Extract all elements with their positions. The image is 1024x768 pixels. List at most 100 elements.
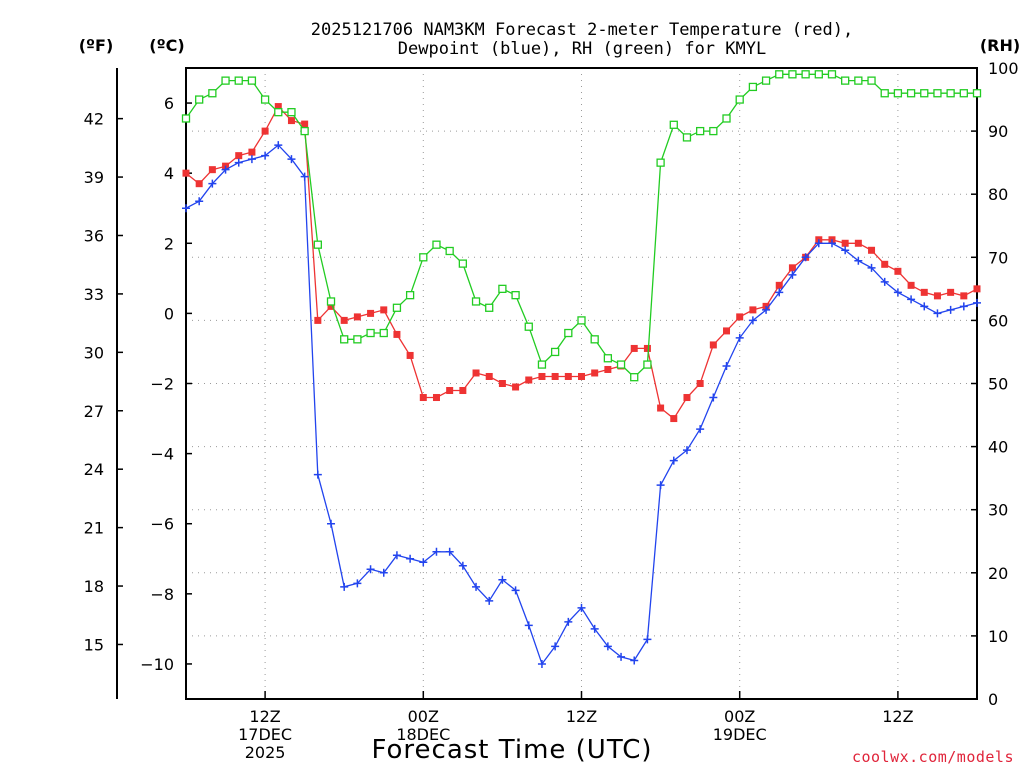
rh-point <box>537 360 547 369</box>
rh-tick-label: 0 <box>988 690 998 709</box>
dewpoint-point <box>340 582 349 591</box>
dewpoint-point <box>788 270 797 279</box>
rh-point <box>208 89 217 98</box>
x-tick-label: 2025 <box>245 743 286 762</box>
fahrenheit-tick-label: 24 <box>84 460 104 479</box>
fahrenheit-tick-label: 18 <box>84 577 104 596</box>
dewpoint-point <box>313 470 322 479</box>
x-tick-label: 18DEC <box>396 725 450 744</box>
2-meter-temperature-point <box>472 369 480 377</box>
dewpoint-point <box>511 586 520 595</box>
2-meter-temperature-point <box>235 152 243 160</box>
2-meter-temperature-point <box>788 264 796 272</box>
dewpoint-point <box>366 565 375 574</box>
rh-point <box>735 95 744 104</box>
rh-point <box>274 108 283 117</box>
dewpoint-point <box>827 239 836 248</box>
dewpoint-point <box>603 642 612 651</box>
2-meter-temperature-point <box>604 365 612 373</box>
rh-point <box>485 303 494 312</box>
celsius-unit-label: (ºC) <box>149 36 184 55</box>
rh-point <box>972 89 982 98</box>
rh-point <box>893 89 903 98</box>
rh-point <box>405 291 415 300</box>
fahrenheit-tick-label: 15 <box>84 635 104 654</box>
dewpoint-point <box>406 554 415 563</box>
rh-point <box>300 126 309 136</box>
2-meter-temperature-point <box>933 292 941 300</box>
chart-title-line-2: Dewpoint (blue), RH (green) for KMYL <box>398 39 766 59</box>
2-meter-temperature-point <box>696 380 704 387</box>
fahrenheit-tick-label: 21 <box>84 519 104 538</box>
rh-line <box>185 73 977 379</box>
credit-text: coolwx.com/models <box>852 748 1014 766</box>
rh-point <box>788 70 797 79</box>
2-meter-temperature-point <box>327 302 335 310</box>
rh-point <box>959 89 968 98</box>
dewpoint-point <box>419 558 428 567</box>
dewpoint-point <box>709 393 718 402</box>
dewpoint-point <box>287 155 296 164</box>
2-meter-temperature-point <box>287 117 295 125</box>
2-meter-temperature-point <box>630 344 638 352</box>
rh-point <box>669 120 678 129</box>
rh-point <box>906 89 916 98</box>
2-meter-temperature-point <box>340 316 348 324</box>
celsius-tick-label: −4 <box>150 445 174 464</box>
2-meter-temperature-point <box>182 169 190 177</box>
dewpoint-point <box>590 624 599 633</box>
rh-point <box>603 354 613 363</box>
2-meter-temperature-point <box>512 383 520 391</box>
2-meter-temperature-point <box>261 127 269 135</box>
dewpoint-point <box>854 256 863 265</box>
2-meter-temperature-point <box>406 351 414 359</box>
2-meter-temperature-point <box>841 239 849 247</box>
dewpoint-point <box>551 642 560 651</box>
2-meter-temperature-point <box>195 180 203 188</box>
rh-point <box>524 322 533 331</box>
celsius-tick-label: 2 <box>164 234 174 253</box>
dewpoint-point <box>643 635 652 644</box>
dewpoint-point <box>577 603 586 612</box>
dewpoint-point <box>748 316 757 325</box>
dewpoint-point <box>841 246 850 255</box>
2-meter-temperature-point <box>498 380 506 387</box>
rh-point <box>643 360 652 369</box>
2-meter-temperature-point <box>854 239 862 247</box>
dewpoint-point <box>195 197 204 206</box>
dewpoint-point <box>762 305 771 314</box>
dewpoint-point <box>814 239 823 248</box>
2-meter-temperature-point <box>657 404 665 412</box>
fahrenheit-unit-label: (ºF) <box>79 36 114 55</box>
dewpoint-point <box>564 617 573 626</box>
x-tick-label: 17DEC <box>238 725 292 744</box>
rh-point <box>366 328 375 338</box>
rh-point <box>682 133 692 142</box>
rh-point <box>630 373 639 382</box>
celsius-tick-label: −8 <box>150 585 174 604</box>
2-meter-temperature-point <box>723 327 731 335</box>
2-meter-temperature-point <box>736 313 744 321</box>
rh-tick-label: 80 <box>988 185 1008 204</box>
dewpoint-point <box>353 579 362 588</box>
rh-point <box>471 297 481 306</box>
rh-unit-label: (RH) <box>980 36 1020 55</box>
2-meter-temperature-point <box>208 166 216 174</box>
rh-point <box>801 70 810 79</box>
dewpoint-point <box>379 568 388 577</box>
rh-point <box>841 76 850 85</box>
x-axis-label: Forecast Time (UTC) <box>371 735 652 765</box>
dewpoint-point <box>300 172 309 181</box>
2-meter-temperature-point <box>881 260 889 268</box>
dewpoint-point <box>445 547 454 556</box>
2-meter-temperature-point <box>960 292 968 300</box>
dewpoint-point <box>682 446 691 455</box>
dewpoint-point <box>234 158 243 167</box>
dewpoint-point <box>801 253 810 262</box>
celsius-tick-label: −2 <box>150 375 174 394</box>
dewpoint-point <box>247 155 256 164</box>
dewpoint-point <box>867 263 876 272</box>
2-meter-temperature-point <box>367 309 375 317</box>
2-meter-temperature-point <box>446 387 454 395</box>
x-tick-label: 00Z <box>408 707 439 726</box>
